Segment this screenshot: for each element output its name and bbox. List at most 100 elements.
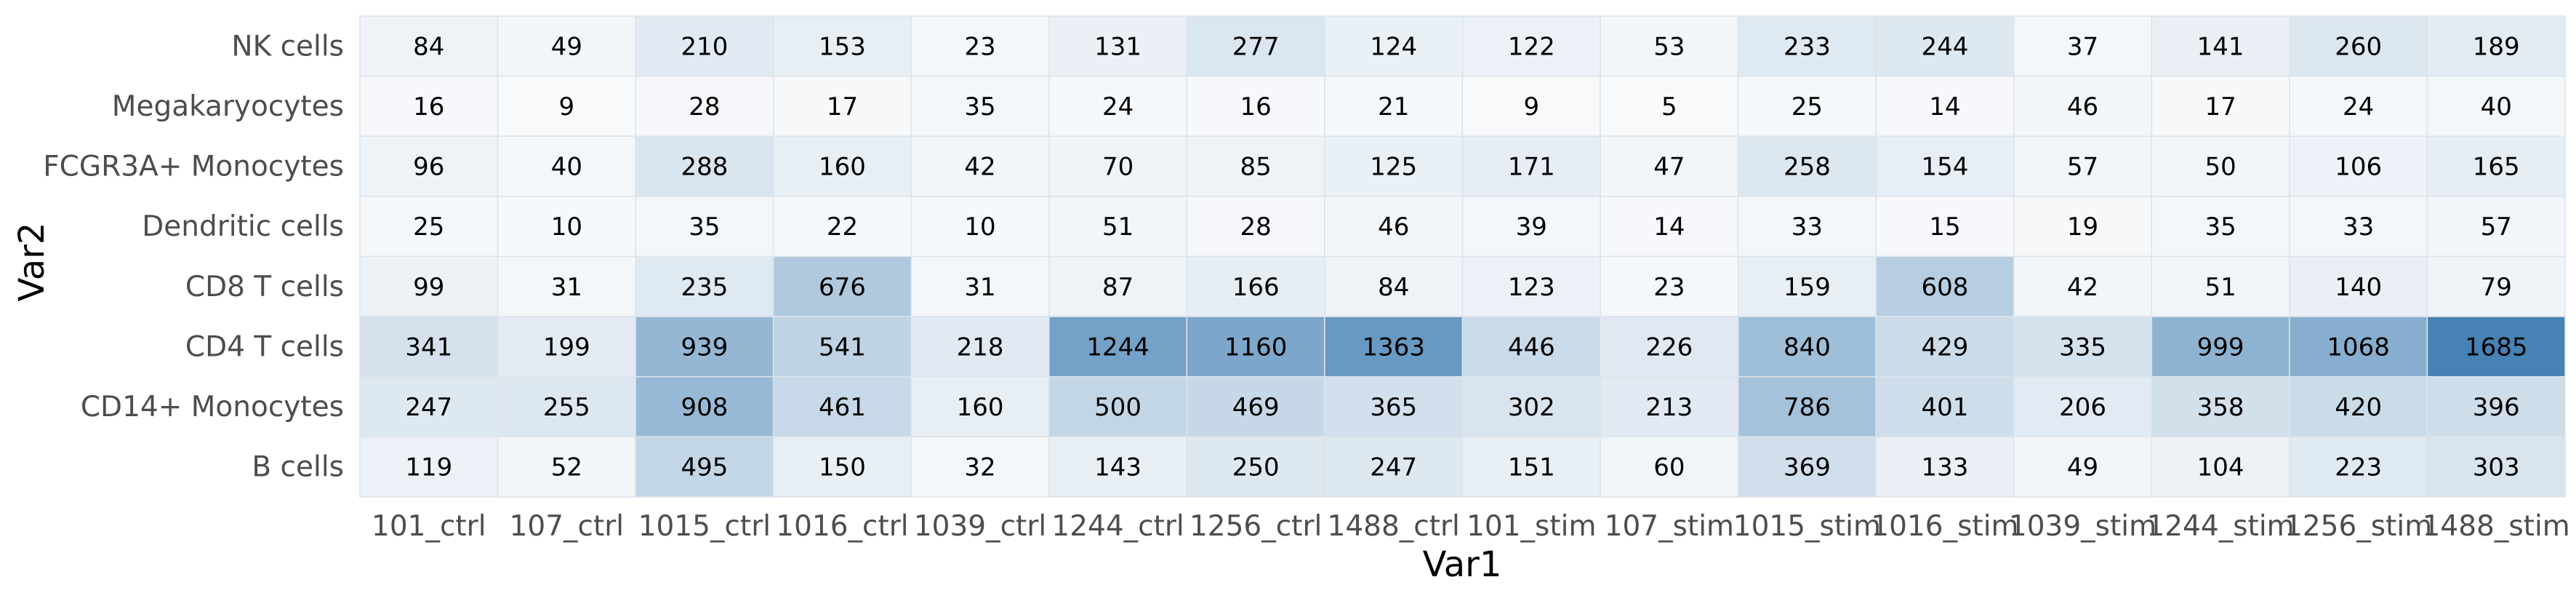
heatmap-cell	[1461, 75, 1601, 137]
cell-value-label: 50	[2204, 153, 2236, 182]
heatmap-cell	[1186, 196, 1325, 258]
cell-value-label: 608	[1922, 273, 1969, 302]
heatmap-cell	[1737, 376, 1877, 438]
y-axis-title: Var2	[12, 223, 52, 302]
cell-value-label: 396	[2473, 393, 2520, 422]
cell-value-label: 131	[1094, 32, 1141, 61]
heatmap-cell	[2013, 255, 2153, 317]
heatmap-cell	[1737, 135, 1877, 197]
heatmap-cells	[359, 15, 2566, 498]
cell-value-label: 51	[1102, 212, 1133, 242]
y-tick-label: Megakaryocytes	[112, 90, 344, 123]
heatmap-cell	[2013, 436, 2153, 498]
heatmap-cell	[1600, 255, 1739, 317]
heatmap-cell	[1186, 376, 1325, 438]
heatmap-cell	[2151, 316, 2290, 378]
y-tick-label: CD14+ Monocytes	[81, 391, 344, 423]
cell-value-label: 104	[2197, 453, 2244, 482]
cell-value-label: 358	[2197, 393, 2244, 422]
cell-value-label: 288	[681, 153, 728, 182]
cell-value-label: 302	[1508, 393, 1555, 422]
cell-value-label: 17	[2204, 92, 2236, 122]
heatmap-cell	[2289, 255, 2428, 317]
cell-value-label: 1244	[1086, 333, 1149, 362]
cell-value-label: 1685	[2465, 333, 2528, 362]
x-tick-label: 1016_stim	[1871, 510, 2018, 543]
cell-value-label: 125	[1370, 153, 1417, 182]
heatmap-cell	[1875, 436, 2015, 498]
heatmap-cell	[910, 75, 1050, 137]
cell-value-label: 122	[1508, 32, 1555, 61]
heatmap-cell	[2151, 15, 2290, 77]
cell-value-label: 133	[1922, 453, 1969, 482]
heatmap-cell	[2151, 255, 2290, 317]
heatmap-cell	[2289, 436, 2428, 498]
heatmap-cell	[1875, 316, 2015, 378]
heatmap-cell	[2426, 255, 2566, 317]
heatmap-cell	[1048, 255, 1188, 317]
cell-value-label: 199	[543, 333, 590, 362]
x-tick-label: 1015_stim	[1733, 510, 1881, 543]
x-tick-label: 101_ctrl	[372, 510, 486, 543]
cell-value-label: 123	[1508, 273, 1555, 302]
cell-value-labels: 84 49 210 153 23 131 277 124 122 53 233 244 37 141 260…	[405, 32, 2527, 482]
cell-value-label: 500	[1094, 393, 1141, 422]
heatmap-cell	[635, 15, 774, 77]
cell-value-label: 258	[1783, 153, 1831, 182]
heatmap-cell	[1875, 255, 2015, 317]
x-tick-label: 1244_stim	[2146, 510, 2294, 543]
cell-value-label: 15	[1929, 212, 1960, 242]
cell-value-label: 10	[551, 212, 582, 242]
heatmap-cell	[1875, 376, 2015, 438]
cell-value-label: 210	[681, 32, 728, 61]
heatmap-cell	[772, 316, 912, 378]
cell-value-label: 70	[1102, 153, 1133, 182]
heatmap-cell	[1600, 436, 1739, 498]
cell-value-label: 119	[405, 453, 452, 482]
heatmap-cell	[1875, 75, 2015, 137]
cell-value-label: 226	[1645, 333, 1693, 362]
heatmap-cell	[1324, 196, 1464, 258]
cell-value-label: 96	[413, 153, 444, 182]
cell-value-label: 160	[819, 153, 866, 182]
cell-value-label: 939	[681, 333, 728, 362]
cell-value-label: 52	[551, 453, 582, 482]
cell-value-label: 840	[1783, 333, 1831, 362]
heatmap-cell	[1048, 196, 1188, 258]
x-axis-tick-labels: 101_ctrl 107_ctrl 1015_ctrl 1016_ctrl 1039_c…	[372, 510, 2570, 543]
cell-value-label: 247	[1370, 453, 1417, 482]
cell-value-label: 99	[413, 273, 444, 302]
heatmap-cell	[635, 436, 774, 498]
heatmap-cell	[635, 135, 774, 197]
cell-value-label: 9	[559, 92, 575, 122]
heatmap-cell	[359, 15, 499, 77]
heatmap-cell	[635, 75, 774, 137]
cell-value-label: 150	[819, 453, 866, 482]
cell-value-label: 495	[681, 453, 728, 482]
x-tick-label: 107_stim	[1605, 510, 1734, 543]
cell-value-label: 28	[1240, 212, 1272, 242]
cell-value-label: 1068	[2327, 333, 2390, 362]
cell-value-label: 235	[681, 273, 728, 302]
heatmap-cell	[2289, 75, 2428, 137]
cell-value-label: 60	[1653, 453, 1685, 482]
heatmap-cell	[1048, 75, 1188, 137]
cell-value-label: 57	[2481, 212, 2512, 242]
cell-value-label: 47	[1653, 153, 1685, 182]
y-tick-label: CD8 T cells	[185, 271, 344, 303]
cell-value-label: 24	[2343, 92, 2374, 122]
heatmap-cell	[2426, 316, 2566, 378]
cell-value-label: 51	[2204, 273, 2236, 302]
y-tick-label: CD4 T cells	[185, 330, 344, 363]
cell-value-label: 151	[1508, 453, 1555, 482]
heatmap-cell	[2426, 15, 2566, 77]
cell-value-label: 9	[1523, 92, 1539, 122]
heatmap-cell	[635, 196, 774, 258]
y-tick-label: NK cells	[231, 30, 344, 63]
heatmap-cell	[2013, 75, 2153, 137]
cell-value-label: 303	[2473, 453, 2520, 482]
x-axis-title: Var1	[1423, 544, 1502, 585]
x-tick-label: 107_ctrl	[510, 510, 625, 543]
x-tick-label: 1256_stim	[2284, 510, 2432, 543]
x-tick-label: 1488_ctrl	[1328, 510, 1460, 543]
